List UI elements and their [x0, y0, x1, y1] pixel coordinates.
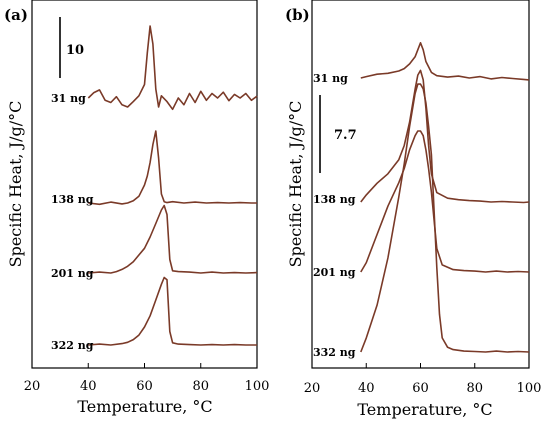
series-curve — [360, 130, 530, 273]
series-label: 201 ng — [313, 266, 356, 279]
panel-b-x-ticks: 20 40 60 80 100 — [304, 363, 542, 396]
panel-a-curves — [87, 25, 258, 346]
series-label: 138 ng — [313, 193, 356, 206]
series-label: 332 ng — [313, 346, 356, 359]
panel-b-curves — [360, 42, 530, 353]
panel-a: (a) Specific Heat, J/g/°C Temperature, °… — [4, 0, 269, 416]
series-label: 201 ng — [51, 267, 94, 280]
series-curve — [360, 42, 530, 81]
panel-b-scale-label: 7.7 — [334, 128, 357, 143]
series-label: 322 ng — [51, 339, 94, 352]
series-label: 138 ng — [51, 193, 94, 206]
x-tick-label: 100 — [245, 379, 270, 394]
panel-a-x-ticks: 20 40 60 80 100 — [24, 363, 270, 394]
panel-a-y-axis-label: Specific Heat, J/g/°C — [6, 101, 25, 268]
panel-b-y-axis-label: Specific Heat, J/g/°C — [286, 101, 305, 268]
series-curve — [360, 83, 530, 353]
series-label: 31 ng — [313, 72, 348, 85]
x-tick-label: 40 — [80, 379, 97, 394]
panel-a-label: (a) — [4, 6, 28, 24]
panel-b-label: (b) — [285, 6, 310, 24]
series-curve — [87, 25, 258, 111]
series-curve — [88, 276, 257, 346]
x-tick-label: 60 — [136, 379, 153, 394]
x-tick-label: 80 — [192, 379, 209, 394]
x-tick-label: 20 — [24, 379, 41, 394]
series-curve — [88, 204, 258, 274]
x-tick-label: 40 — [358, 381, 375, 396]
panel-b-x-axis-label: Temperature, °C — [357, 400, 492, 419]
x-tick-label: 20 — [304, 381, 321, 396]
series-label: 31 ng — [51, 92, 86, 105]
x-tick-label: 60 — [412, 381, 429, 396]
series-curve — [360, 69, 530, 204]
panel-a-scale-label: 10 — [66, 43, 84, 58]
panel-b-series-labels: 31 ng 138 ng 201 ng 332 ng — [313, 72, 356, 359]
panel-b-frame — [311, 0, 530, 369]
panel-a-x-axis-label: Temperature, °C — [77, 397, 212, 416]
x-tick-label: 80 — [466, 381, 483, 396]
x-tick-label: 100 — [517, 381, 542, 396]
panel-b: (b) Specific Heat, J/g/°C Temperature, °… — [285, 0, 541, 419]
panel-a-series-labels: 31 ng 138 ng 201 ng 322 ng — [51, 92, 94, 352]
series-curve — [88, 130, 257, 206]
